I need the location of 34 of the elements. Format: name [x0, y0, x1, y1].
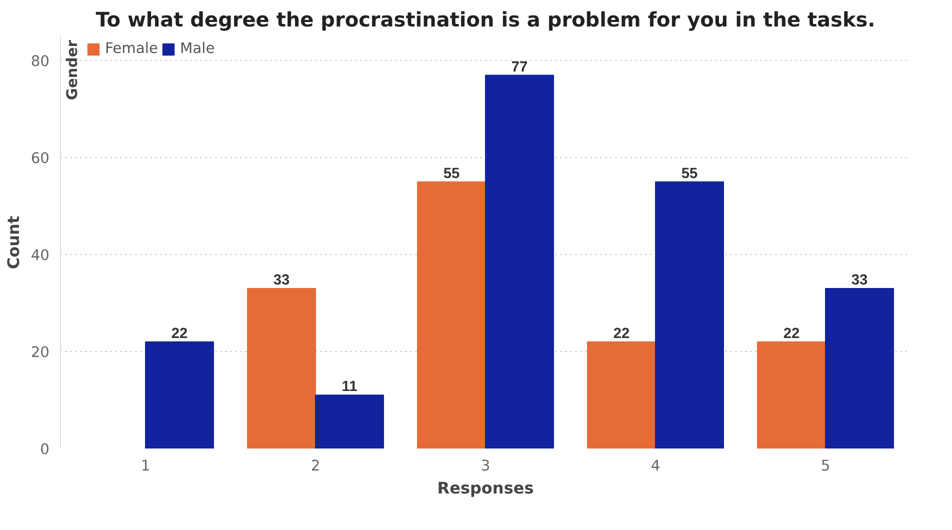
- bar: [485, 74, 554, 448]
- bar: [247, 288, 316, 448]
- y-tick-label: 40: [30, 247, 50, 264]
- x-axis-title: Responses: [437, 478, 534, 498]
- data-label: 22: [171, 326, 188, 342]
- data-label: 22: [783, 326, 800, 342]
- y-tick-label: 80: [30, 53, 50, 70]
- legend-label: Male: [180, 40, 215, 57]
- data-label: 77: [511, 59, 528, 76]
- legend-label: Female: [105, 40, 158, 57]
- x-tick-label: 3: [480, 458, 490, 474]
- bar: [757, 341, 826, 448]
- data-label: 33: [273, 272, 290, 289]
- x-tick-label: 2: [310, 458, 320, 474]
- y-tick-label: 20: [30, 344, 50, 362]
- bar: [825, 288, 894, 448]
- data-label: 55: [681, 166, 698, 182]
- data-label: 11: [342, 379, 358, 396]
- y-tick-label: 0: [40, 441, 50, 458]
- bar: [417, 181, 486, 448]
- data-label: 55: [443, 166, 460, 182]
- bar: [145, 341, 214, 448]
- chart-title: To what degree the procrastination is a problem for you in the tasks.: [96, 8, 876, 32]
- bar: [587, 341, 656, 448]
- y-tick-label: 60: [30, 150, 50, 168]
- x-tick-label: 1: [140, 458, 150, 474]
- y-axis-title: Count: [4, 216, 23, 270]
- data-label: 33: [851, 272, 868, 289]
- bar: [315, 394, 384, 448]
- bar: [655, 181, 724, 448]
- x-tick-label: 5: [820, 458, 830, 474]
- legend-title: Gender: [64, 40, 81, 100]
- x-tick-label: 4: [650, 458, 660, 474]
- data-label: 22: [613, 326, 630, 342]
